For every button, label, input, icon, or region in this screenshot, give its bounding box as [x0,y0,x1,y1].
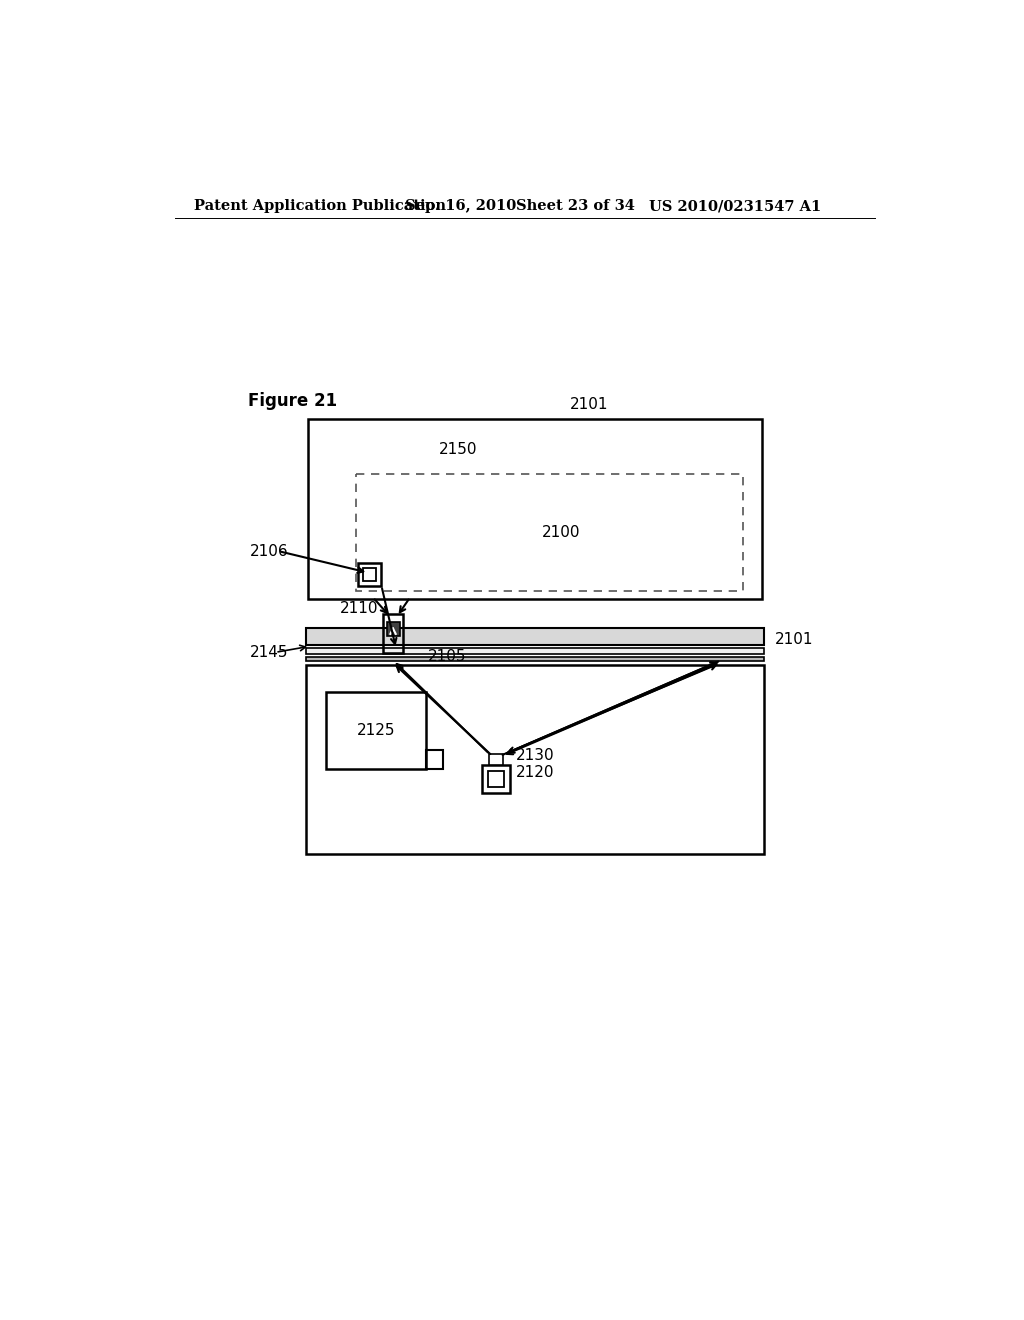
Text: 2145: 2145 [250,645,288,660]
Polygon shape [306,628,764,645]
Text: 2100: 2100 [542,525,580,540]
Polygon shape [386,622,399,636]
Text: Sheet 23 of 34: Sheet 23 of 34 [515,199,635,213]
Text: 2105: 2105 [428,649,466,664]
Polygon shape [306,648,764,655]
Text: 2106: 2106 [250,544,289,558]
Text: Patent Application Publication: Patent Application Publication [194,199,445,213]
Text: 2101: 2101 [570,397,608,412]
Polygon shape [489,755,503,766]
Text: 2125: 2125 [356,723,395,738]
Text: 2150: 2150 [438,442,477,457]
Text: Sep. 16, 2010: Sep. 16, 2010 [406,199,517,213]
Text: 2110: 2110 [340,601,379,615]
Text: Figure 21: Figure 21 [248,392,337,411]
Polygon shape [306,656,764,661]
Text: 2120: 2120 [516,766,555,780]
Text: US 2010/0231547 A1: US 2010/0231547 A1 [649,199,821,213]
Text: 2130: 2130 [516,748,555,763]
Text: 2101: 2101 [775,632,814,647]
